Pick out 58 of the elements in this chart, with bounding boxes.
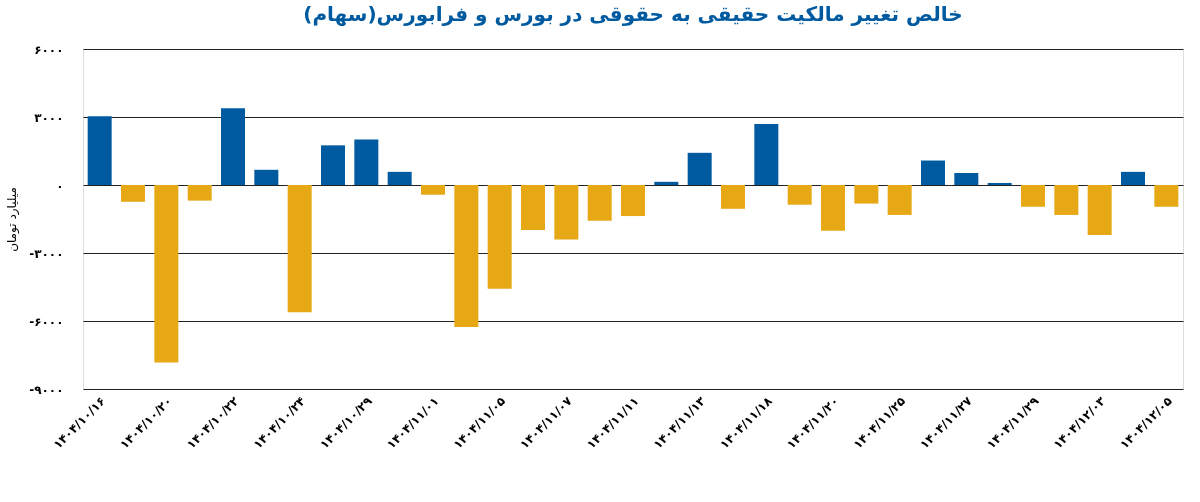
bar — [987, 182, 1012, 185]
x-tick-label: ۱۴۰۴/۱۰/۲۲ — [183, 393, 242, 452]
bar — [1154, 185, 1179, 207]
bar — [954, 172, 979, 185]
bar — [1087, 185, 1112, 236]
y-tick-label: -۶۰۰۰ — [29, 314, 64, 329]
bar — [921, 160, 945, 185]
bar — [521, 185, 545, 231]
x-tick-label: ۱۴۰۴/۱۰/۲۰ — [117, 394, 175, 452]
x-tick-label: ۱۴۰۴/۱۱/۰۵ — [450, 394, 509, 452]
x-tick-label: ۱۴۰۴/۱۱/۱۸ — [717, 393, 776, 452]
x-tick-label: ۱۴۰۴/۱۰/۲۹ — [317, 393, 376, 452]
x-tick-label: ۱۴۰۴/۱۱/۰۱ — [383, 394, 442, 452]
bar — [687, 152, 712, 185]
bar — [854, 185, 879, 204]
bar — [187, 185, 212, 201]
x-tick-label: ۱۴۰۴/۱۱/۲۹ — [983, 393, 1042, 452]
x-tick-label: ۱۴۰۴/۱۱/۰۷ — [517, 393, 576, 452]
bar — [454, 185, 479, 328]
chart-title: خالص تغییر مالکیت حقیقی به حقوقی در بورس و فرابورس(سهام) — [303, 2, 963, 26]
bar — [387, 171, 412, 185]
x-tick-label: ۱۴۰۴/۱۰/۱۶ — [50, 394, 109, 452]
x-tick-label: ۱۴۰۴/۱۱/۱۳ — [650, 393, 709, 452]
bar — [787, 185, 812, 205]
bar — [1021, 185, 1045, 207]
bar — [221, 108, 245, 185]
bar — [321, 145, 345, 185]
x-tick-label: ۱۴۰۴/۱۲/۰۳ — [1050, 393, 1109, 452]
y-tick-label: ۶۰۰۰ — [34, 42, 64, 57]
bar — [654, 181, 679, 185]
bar — [1054, 185, 1079, 215]
y-tick-label: ۰ — [56, 178, 64, 193]
bar — [887, 185, 912, 215]
x-tick-label: ۱۴۰۴/۱۱/۱۱ — [583, 394, 642, 452]
bar — [821, 185, 845, 231]
x-tick-label: ۱۴۰۴/۱۱/۲۷ — [917, 393, 976, 452]
bar — [87, 116, 112, 185]
x-tick-label: ۱۴۰۴/۱۱/۲۰ — [783, 394, 842, 452]
bar — [154, 185, 179, 363]
bar — [287, 185, 312, 313]
bar — [754, 124, 779, 185]
y-tick-label: -۹۰۰۰ — [29, 382, 64, 397]
bar — [121, 185, 145, 202]
bar — [621, 185, 645, 217]
y-tick-label: ۳۰۰۰ — [34, 110, 64, 125]
bar — [1121, 171, 1145, 185]
x-tick-label: ۱۴۰۴/۱۲/۰۵ — [1117, 394, 1175, 452]
y-tick-label: -۳۰۰۰ — [29, 246, 64, 261]
bar — [554, 185, 579, 240]
x-tick-label: ۱۴۰۴/۱۰/۲۴ — [250, 394, 309, 452]
bar — [421, 185, 445, 195]
bar — [354, 139, 379, 185]
bar — [254, 169, 279, 185]
y-axis-title: میلیارد تومان — [5, 187, 21, 252]
bar — [721, 185, 745, 209]
bar — [587, 185, 612, 221]
x-tick-label: ۱۴۰۴/۱۱/۲۵ — [850, 394, 909, 452]
bar — [487, 185, 512, 289]
